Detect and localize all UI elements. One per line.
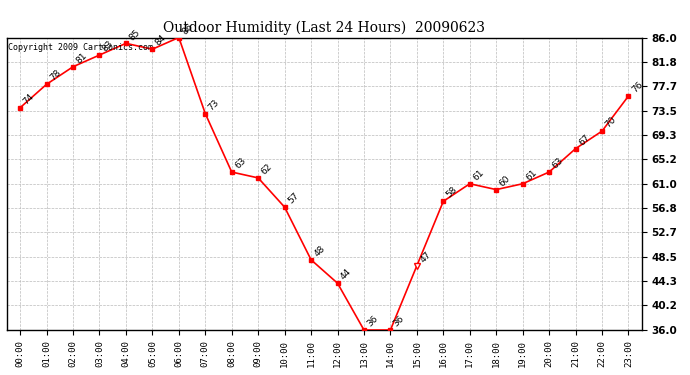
Text: 44: 44: [339, 267, 353, 282]
Text: 61: 61: [524, 168, 539, 182]
Title: Outdoor Humidity (Last 24 Hours)  20090623: Outdoor Humidity (Last 24 Hours) 2009062…: [164, 21, 485, 35]
Text: 36: 36: [392, 314, 406, 328]
Text: 60: 60: [497, 174, 512, 188]
Text: 48: 48: [313, 244, 327, 258]
Text: 73: 73: [207, 98, 221, 112]
Text: 62: 62: [259, 162, 274, 177]
Text: 70: 70: [604, 115, 618, 130]
Text: 83: 83: [101, 39, 115, 54]
Text: 81: 81: [75, 51, 89, 65]
Text: 61: 61: [471, 168, 486, 182]
Text: 36: 36: [366, 314, 380, 328]
Text: 67: 67: [577, 133, 591, 147]
Text: 63: 63: [551, 156, 565, 171]
Text: 74: 74: [21, 92, 36, 106]
Text: 63: 63: [233, 156, 248, 171]
Text: 58: 58: [445, 185, 460, 200]
Text: Copyright 2009 Cartronics.com: Copyright 2009 Cartronics.com: [8, 44, 153, 52]
Text: 86: 86: [180, 22, 195, 36]
Text: 85: 85: [128, 27, 142, 42]
Text: 84: 84: [154, 33, 168, 48]
Text: 76: 76: [630, 80, 644, 94]
Text: 47: 47: [418, 250, 433, 264]
Text: 78: 78: [48, 68, 63, 83]
Text: 57: 57: [286, 191, 301, 206]
